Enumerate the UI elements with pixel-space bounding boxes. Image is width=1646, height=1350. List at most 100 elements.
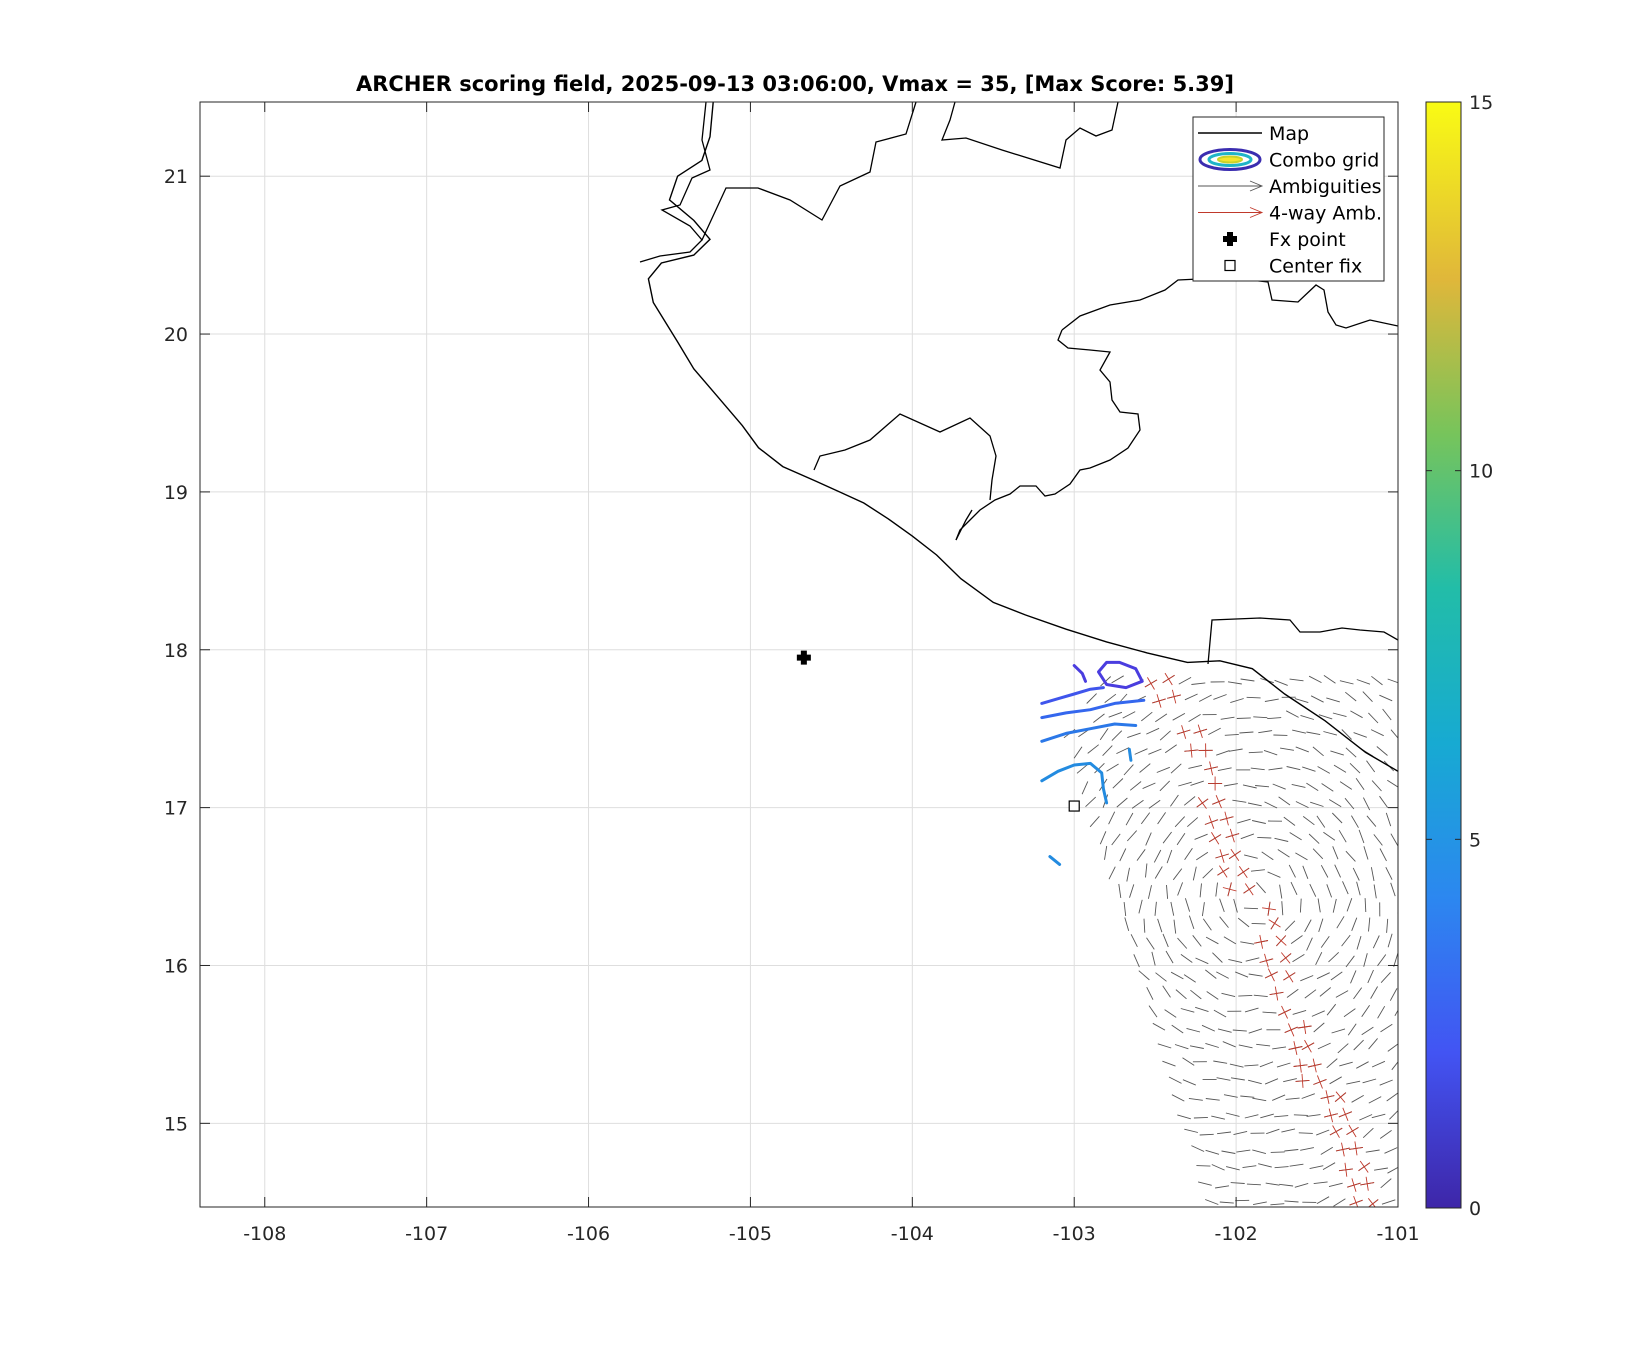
ambiguity-arrow — [1244, 1007, 1259, 1013]
ambiguity-arrow — [1362, 797, 1371, 811]
ambiguity-arrow — [1205, 1098, 1220, 1101]
ambiguity-arrow — [1183, 974, 1196, 983]
ambiguity-arrow — [1201, 902, 1205, 917]
ambiguity-arrow — [1326, 697, 1340, 703]
ambiguity-arrow — [1192, 866, 1197, 881]
four-way-ambiguity-arrow — [1295, 1079, 1310, 1082]
ambiguity-arrow — [1236, 1149, 1251, 1153]
ambiguity-arrow — [1295, 746, 1309, 753]
four-way-ambiguity-arrow — [1184, 749, 1199, 752]
ambiguity-arrow — [1368, 917, 1371, 932]
square-marker-icon — [1224, 259, 1236, 272]
ambiguity-arrow — [1332, 712, 1347, 718]
ambiguity-arrow — [1188, 714, 1201, 722]
ambiguity-arrow — [1177, 937, 1188, 949]
ambiguity-arrow — [1380, 1178, 1392, 1189]
ambiguity-arrow — [1328, 799, 1342, 808]
ambiguity-arrow — [1258, 1163, 1272, 1168]
ambiguity-arrow — [1379, 694, 1393, 702]
four-way-ambiguity-arrow — [1349, 1199, 1363, 1206]
ambiguity-arrow — [1157, 812, 1166, 825]
ambiguity-arrow — [1148, 1005, 1158, 1018]
ambiguity-arrow — [1353, 732, 1367, 738]
ambiguity-arrow — [1353, 1039, 1364, 1051]
ambiguity-arrow — [1342, 881, 1349, 895]
four-way-ambiguity-arrow — [1269, 991, 1284, 996]
ambiguity-arrow — [1365, 1149, 1380, 1153]
ambiguity-arrow — [1393, 953, 1398, 967]
score-contour — [1040, 761, 1109, 805]
ambiguity-arrow — [1382, 708, 1392, 721]
ambiguity-arrow — [1279, 1183, 1294, 1187]
ambiguity-arrow — [1237, 917, 1250, 928]
ambiguity-arrow — [1320, 935, 1330, 948]
ambiguity-arrow — [1270, 1203, 1285, 1206]
four-way-ambiguity-arrow — [1227, 882, 1232, 897]
ambiguity-arrow — [1159, 730, 1171, 741]
ambiguity-arrow — [1190, 989, 1202, 1000]
four-way-ambiguity-arrow — [1301, 1042, 1315, 1050]
ambiguity-arrow — [1220, 716, 1235, 720]
ambiguity-arrow — [1328, 1182, 1343, 1188]
ambiguity-arrow — [1380, 1023, 1393, 1033]
ambiguity-arrow — [1073, 746, 1083, 759]
ambiguity-arrow — [1279, 884, 1283, 899]
ambiguity-arrow — [1194, 833, 1208, 840]
ambiguity-arrow — [1223, 783, 1238, 787]
four-way-ambiguity-arrow — [1215, 853, 1229, 859]
legend-item: Combo grid — [1198, 148, 1379, 172]
ambiguity-arrow — [1302, 865, 1309, 879]
ambiguity-arrow — [1174, 816, 1186, 828]
ambiguity-arrow — [1170, 971, 1184, 980]
ambiguity-arrow — [1131, 799, 1144, 809]
ambiguity-arrow — [1346, 898, 1353, 912]
ambiguity-arrow — [1278, 796, 1291, 806]
colorbar-tick-label: 5 — [1469, 829, 1481, 851]
ambiguity-arrow — [1267, 871, 1281, 878]
ambiguity-arrow — [1318, 918, 1324, 933]
legend-label: Map — [1269, 123, 1309, 145]
ambiguity-arrow — [1219, 898, 1225, 913]
ambiguity-arrow — [1270, 1151, 1285, 1153]
four-way-ambiguity-arrow — [1204, 819, 1219, 825]
ambiguity-arrow — [1232, 799, 1247, 803]
ambiguity-arrow — [1205, 1199, 1219, 1205]
ambiguity-arrow — [1240, 678, 1255, 682]
ambiguity-arrow — [1162, 831, 1172, 844]
ambiguity-arrow — [1306, 937, 1313, 951]
ambiguity-arrow — [1195, 1006, 1209, 1013]
ambiguity-arrow — [1215, 882, 1218, 897]
ambiguity-arrow — [1182, 1057, 1195, 1066]
ambiguity-arrow — [1255, 785, 1270, 788]
ambiguity-arrow — [1184, 847, 1193, 861]
four-way-ambiguity-arrow — [1152, 698, 1166, 704]
ambiguity-arrow — [1377, 954, 1387, 967]
ambiguity-arrow — [1212, 952, 1223, 963]
arrow-icon — [1198, 207, 1264, 218]
ambiguity-arrow — [1387, 933, 1393, 948]
ambiguity-arrow — [1385, 812, 1392, 827]
legend: Map Combo grid Ambiguities 4-way Amb. Fx poi… — [1192, 116, 1385, 282]
score-contour — [1097, 660, 1144, 690]
ellipse-contour-icon — [1198, 148, 1262, 171]
ambiguity-arrow — [1356, 881, 1361, 896]
ambiguity-arrow — [1191, 1145, 1205, 1152]
ambiguity-arrow — [1371, 675, 1383, 686]
ambiguity-arrow — [1323, 731, 1338, 736]
ambiguity-arrow — [1368, 1038, 1378, 1050]
ambiguity-arrow — [1274, 1166, 1289, 1169]
ambiguity-arrow — [1290, 935, 1303, 944]
ambiguity-arrow — [1248, 1028, 1263, 1034]
ambiguity-arrow — [1122, 711, 1136, 719]
plot-background — [200, 102, 1398, 1207]
legend-label: Ambiguities — [1269, 176, 1382, 198]
ambiguity-arrow — [1230, 698, 1244, 704]
ambiguity-arrow — [1116, 747, 1130, 755]
ambiguity-arrow — [1205, 1149, 1220, 1155]
ambiguity-arrow — [1346, 1080, 1361, 1085]
ambiguity-arrow — [1240, 941, 1255, 945]
ambiguity-arrow — [1250, 869, 1265, 872]
ambiguity-arrow — [1385, 866, 1393, 880]
four-way-ambiguity-arrow — [1329, 1127, 1343, 1136]
ambiguity-arrow — [1331, 812, 1343, 824]
